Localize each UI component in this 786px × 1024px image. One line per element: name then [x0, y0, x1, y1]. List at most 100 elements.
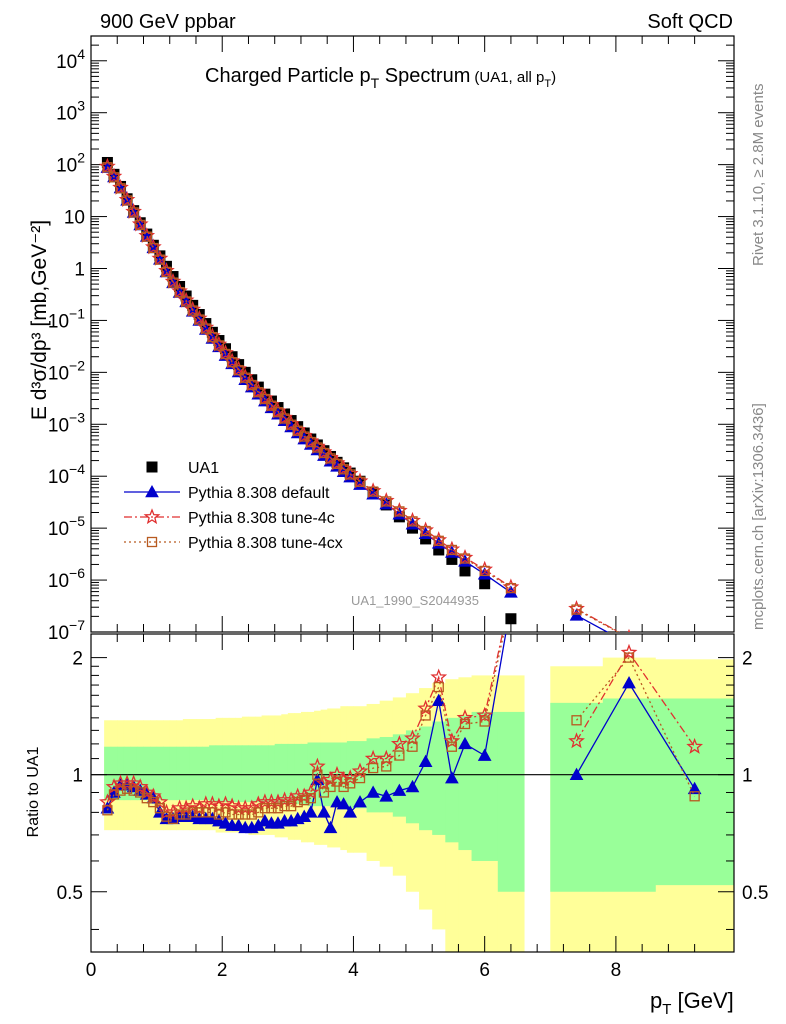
upper-point-pythia-8-308-tune-4cx — [108, 172, 120, 183]
ratio-point-pythia-8-308-tune-4cx — [345, 778, 356, 789]
upper-point-pythia-8-308-tune-4cx — [213, 340, 225, 351]
ratio-point-pythia-8-308-default — [458, 736, 472, 750]
upper-point-pythia-8-308-tune-4cx — [433, 535, 444, 546]
band-stat-bin — [169, 746, 177, 801]
y-tick-label: 10−1 — [48, 305, 85, 332]
upper-point-pythia-8-308-tune-4cx — [312, 442, 323, 453]
y-tick-label: 10−7 — [48, 617, 85, 644]
band-stat-bin — [215, 745, 223, 803]
ratio-point-pythia-8-308-default — [418, 754, 433, 767]
y-tick-label-exp: −7 — [69, 617, 85, 633]
legend-label-pythia-8-308-tune-4cx: Pythia 8.308 tune-4cx — [188, 535, 343, 552]
ratio-point-pythia-8-308-tune-4cx — [240, 809, 251, 820]
ratio-point-pythia-8-308-tune-4cx — [338, 781, 349, 793]
band-stat-bin — [130, 746, 138, 801]
x-axis-label-unit: [GeV] — [671, 988, 733, 1013]
band-stat-bin — [497, 711, 525, 892]
ratio-point-pythia-8-308-tune-4cx — [381, 761, 392, 772]
upper-point-pythia-8-308-tune-4cx — [305, 436, 316, 448]
ratio-point-pythia-8-308-tune-4cx — [108, 789, 120, 800]
y-tick-label: 102 — [56, 150, 85, 177]
ratio-point-pythia-8-308-tune-4c — [620, 643, 638, 660]
band-stat-bin — [136, 746, 144, 801]
upper-point-pythia-8-308-tune-4cx — [625, 634, 634, 643]
y-tick-label-base: 10 — [48, 467, 69, 488]
y-tick-label-exp: −6 — [69, 565, 85, 581]
upper-point-pythia-8-308-tune-4cx — [266, 400, 277, 411]
plot-title-small-end: ) — [551, 69, 556, 86]
y-tick-label-exp: −5 — [69, 513, 85, 529]
upper-point-pythia-8-308-tune-4cx — [167, 277, 179, 288]
ratio-point-pythia-8-308-tune-4cx — [318, 787, 330, 798]
legend-marker-pythia-8-308-tune-4c — [143, 508, 161, 525]
band-stat-bin — [248, 745, 256, 803]
plot-title-rest: Spectrum — [379, 65, 470, 87]
plot-title: Charged Particle pT Spectrum (UA1, all pT… — [205, 65, 556, 91]
band-stat-bin — [222, 745, 230, 803]
band-stat-bin — [281, 743, 289, 805]
ratio-point-pythia-8-308-default — [303, 805, 318, 818]
band-stat-bin — [268, 745, 276, 803]
x-axis-label: pT [GeV] — [650, 988, 734, 1018]
ratio-point-pythia-8-308-tune-4cx — [479, 716, 490, 727]
upper-point-pythia-8-308-tune-4cx — [220, 348, 231, 360]
band-stat-bin — [419, 726, 433, 831]
upper-point-pythia-8-308-tune-4cx — [325, 453, 336, 464]
ratio-point-pythia-8-308-default — [317, 805, 331, 818]
header-right: Soft QCD — [647, 11, 733, 33]
legend-label-pythia-8-308-tune-4c: Pythia 8.308 tune-4c — [188, 510, 335, 527]
band-stat-bin — [110, 746, 118, 801]
legend: UA1 Pythia 8.308 default Pythia 8.308 tune… — [124, 460, 343, 552]
upper-point-pythia-8-308-tune-4cx — [420, 525, 431, 537]
analysis-tag: UA1_1990_S2044935 — [351, 593, 479, 608]
x-tick-label: 0 — [86, 960, 97, 981]
x-axis-label-sub: T — [662, 1001, 671, 1018]
legend-marker-ua1 — [146, 461, 158, 473]
upper-point-pythia-8-308-tune-4cx — [135, 219, 146, 231]
ratio-point-pythia-8-308-tune-4cx — [246, 809, 257, 820]
ratio-point-pythia-8-308-tune-4cx — [623, 652, 635, 663]
ratio-frame — [90, 633, 735, 953]
band-stat-bin — [471, 711, 499, 861]
band-stat-bin — [274, 743, 282, 805]
ratio-point-pythia-8-308-tune-4c — [177, 799, 195, 816]
ratio-point-pythia-8-308-tune-4c — [210, 797, 228, 814]
ratio-point-pythia-8-308-tune-4cx — [571, 715, 582, 726]
ratio-point-pythia-8-308-tune-4cx — [305, 793, 316, 804]
upper-point-pythia-8-308-tune-4cx — [299, 431, 310, 442]
upper-frame — [90, 35, 735, 633]
upper-line-pythia-8-308-tune-4cx — [106, 166, 512, 589]
x-tick-label: 2 — [217, 960, 228, 981]
legend-marker-pythia-8-308-tune-4cx — [146, 536, 158, 548]
band-stat-bin — [432, 721, 446, 835]
ratio-point-pythia-8-308-tune-4c — [269, 793, 287, 810]
upper-point-pythia-8-308-tune-4cx — [367, 486, 379, 497]
ratio-point-pythia-8-308-tune-4cx — [446, 741, 458, 752]
ratio-point-pythia-8-308-tune-4c — [151, 793, 169, 810]
band-stat-bin — [392, 734, 407, 817]
band-stat-bin — [300, 743, 309, 805]
plot-title-small: (UA1, all p — [474, 69, 544, 86]
upper-point-ua1 — [459, 565, 471, 577]
ratio-point-pythia-8-308-tune-4cx — [200, 807, 211, 818]
ratio-point-pythia-8-308-tune-4cx — [135, 787, 146, 798]
ratio-point-pythia-8-308-default — [366, 785, 380, 798]
ratio-point-pythia-8-308-tune-4cx — [266, 803, 277, 814]
upper-point-pythia-8-308-tune-4cx — [148, 242, 159, 254]
y-tick-label-base: 10 — [56, 156, 77, 177]
y-tick-label-base: 10 — [48, 623, 69, 644]
y-tick-label-base: 10 — [48, 415, 69, 436]
y-tick-label: 10−4 — [48, 461, 85, 488]
y-tick-label-base: 10 — [48, 311, 69, 332]
ratio-point-pythia-8-308-default — [622, 676, 636, 689]
legend-label-ua1: UA1 — [188, 460, 219, 477]
band-stat-bin — [287, 743, 295, 805]
ratio-point-pythia-8-308-default — [343, 805, 358, 818]
band-stat-bin — [156, 746, 164, 801]
y-tick-label-exp: 4 — [77, 46, 85, 62]
upper-point-pythia-8-308-tune-4cx — [338, 464, 349, 475]
y-tick-label-exp: −4 — [69, 461, 85, 477]
upper-point-pythia-8-308-tune-4cx — [381, 496, 392, 507]
y-tick-label-exp: 3 — [77, 98, 85, 114]
band-stat-bin — [189, 746, 197, 801]
